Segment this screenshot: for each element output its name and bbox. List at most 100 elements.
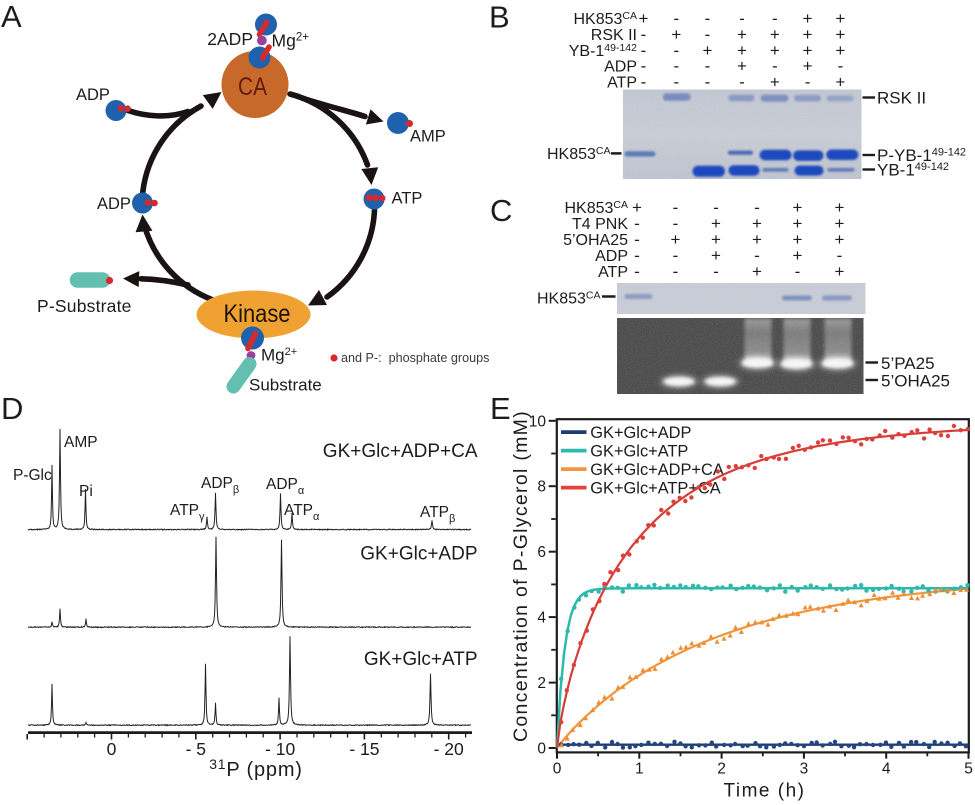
svg-text:31P (ppm): 31P (ppm) <box>209 756 303 781</box>
svg-text:-: - <box>641 25 647 44</box>
svg-text:5: 5 <box>964 761 973 778</box>
svg-text:- 10: - 10 <box>265 739 295 759</box>
svg-text:10: 10 <box>529 413 547 430</box>
svg-text:ATPγ: ATPγ <box>170 502 205 523</box>
svg-text:ATP: ATP <box>598 264 628 281</box>
svg-text:-: - <box>673 57 679 76</box>
svg-text:5’OHA25: 5’OHA25 <box>563 232 628 249</box>
svg-text:-: - <box>673 41 679 60</box>
svg-text:+: + <box>835 198 845 217</box>
svg-text:+: + <box>752 230 762 249</box>
svg-text:GK+Glc+ATP: GK+Glc+ATP <box>364 649 478 670</box>
svg-text:GK+Glc+ADP: GK+Glc+ADP <box>590 424 691 442</box>
svg-text:+: + <box>803 25 813 44</box>
svg-text:+: + <box>793 214 803 233</box>
svg-text:E: E <box>490 391 511 426</box>
svg-text:Pi: Pi <box>79 483 93 500</box>
svg-text:4: 4 <box>537 610 546 627</box>
svg-text:-: - <box>673 214 679 233</box>
svg-text:+: + <box>793 246 803 265</box>
svg-text:-: - <box>673 262 679 281</box>
svg-text:ADP: ADP <box>76 86 110 104</box>
svg-text:ATPβ: ATPβ <box>420 504 455 525</box>
svg-text:D: D <box>1 391 23 426</box>
svg-text:GK+Glc+ADP+CA: GK+Glc+ADP+CA <box>323 441 478 462</box>
svg-text:+: + <box>737 25 747 44</box>
svg-text:Concentration of P-Glycerol (m: Concentration of P-Glycerol (mM) <box>510 410 532 742</box>
svg-text:A: A <box>1 0 22 34</box>
svg-text:-: - <box>705 9 711 28</box>
svg-text:GK+Glc+ADP+CA: GK+Glc+ADP+CA <box>590 461 724 479</box>
svg-text:RSK II: RSK II <box>591 27 637 44</box>
svg-text:ATP: ATP <box>607 75 637 92</box>
svg-text:+: + <box>835 41 845 60</box>
svg-text:-: - <box>713 198 719 217</box>
svg-text:+: + <box>770 73 780 92</box>
svg-text:- 15: - 15 <box>349 739 379 759</box>
svg-text:ADP: ADP <box>595 248 628 265</box>
svg-text:Kinase: Kinase <box>224 300 291 328</box>
svg-text:3: 3 <box>800 761 809 778</box>
svg-text:RSK II: RSK II <box>877 89 926 108</box>
svg-text:-: - <box>754 198 760 217</box>
svg-text:4: 4 <box>882 761 891 778</box>
svg-text:Mg2+: Mg2+ <box>272 31 310 51</box>
svg-text:+: + <box>671 230 681 249</box>
svg-text:-: - <box>634 230 640 249</box>
svg-text:2: 2 <box>537 675 546 692</box>
svg-text:-: - <box>805 73 811 92</box>
svg-text:YB-149-142: YB-149-142 <box>569 42 637 60</box>
svg-text:-: - <box>641 73 647 92</box>
svg-text:-: - <box>739 9 745 28</box>
svg-text:+: + <box>752 214 762 233</box>
svg-text:-: - <box>641 41 647 60</box>
svg-text:-: - <box>772 9 778 28</box>
svg-text:YB-149-142: YB-149-142 <box>877 161 949 180</box>
svg-text:-: - <box>705 25 711 44</box>
svg-text:HK853CA: HK853CA <box>564 199 628 217</box>
svg-text:Time (h): Time (h) <box>723 781 805 802</box>
svg-text:AMP: AMP <box>410 128 446 146</box>
svg-text:+: + <box>671 25 681 44</box>
svg-text:- 20: - 20 <box>434 739 464 759</box>
svg-text:ADPα: ADPα <box>266 476 305 497</box>
svg-text:-: - <box>673 9 679 28</box>
svg-text:-: - <box>772 57 778 76</box>
svg-text:+: + <box>703 41 713 60</box>
svg-text:-: - <box>705 73 711 92</box>
svg-text:-: - <box>634 262 640 281</box>
svg-text:+: + <box>803 57 813 76</box>
svg-text:+: + <box>835 9 845 28</box>
svg-text:T4 PNK: T4 PNK <box>572 216 628 233</box>
svg-text:2ADP: 2ADP <box>207 29 253 49</box>
svg-text:+: + <box>803 9 813 28</box>
svg-text:+: + <box>803 41 813 60</box>
svg-text:+: + <box>770 25 780 44</box>
svg-text:+: + <box>752 262 762 281</box>
svg-text:-: - <box>634 214 640 233</box>
svg-text:0: 0 <box>107 739 117 759</box>
svg-text:-: - <box>754 246 760 265</box>
svg-text:ADPβ: ADPβ <box>201 475 239 496</box>
svg-text:-: - <box>673 198 679 217</box>
svg-text:GK+Glc+ADP: GK+Glc+ADP <box>360 544 477 565</box>
svg-text:+: + <box>793 230 803 249</box>
svg-text:+: + <box>737 57 747 76</box>
svg-text:HK853CA: HK853CA <box>537 290 601 308</box>
svg-text:and P-: phosphate groups: and P-: phosphate groups <box>341 351 489 365</box>
svg-text:HK853CA: HK853CA <box>573 10 637 28</box>
svg-text:-: - <box>837 246 843 265</box>
svg-text:+: + <box>793 198 803 217</box>
svg-text:C: C <box>490 193 512 228</box>
svg-text:0: 0 <box>537 741 546 758</box>
svg-text:+: + <box>770 41 780 60</box>
svg-text:+: + <box>632 198 642 217</box>
svg-text:GK+Glc+ATP+CA: GK+Glc+ATP+CA <box>590 479 720 497</box>
svg-text:-: - <box>634 246 640 265</box>
svg-text:+: + <box>835 230 845 249</box>
svg-text:-: - <box>673 246 679 265</box>
svg-text:-: - <box>795 262 801 281</box>
svg-text:P-Substrate: P-Substrate <box>37 296 132 316</box>
svg-text:1: 1 <box>635 761 644 778</box>
svg-text:+: + <box>711 230 721 249</box>
